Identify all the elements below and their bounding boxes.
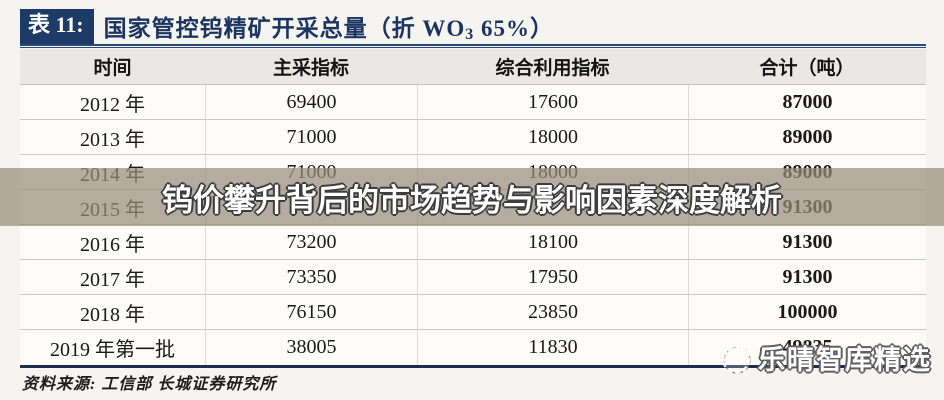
cell-comprehensive: 17950 [417,260,688,294]
cell-comprehensive: 17600 [417,85,688,119]
cell-main: 38005 [205,330,417,365]
cell-main: 69400 [205,85,417,119]
headline-banner: 钨价攀升背后的市场趋势与影响因素深度解析 [0,168,944,226]
cell-total: 91300 [688,260,926,294]
table-row: 2013 年 71000 18000 89000 [20,120,926,155]
table-row: 2012 年 69400 17600 87000 [20,85,926,120]
header-total: 合计（吨） [759,58,855,79]
cell-time: 2016 年 [80,233,145,256]
table-title-text: 国家管控钨精矿开采总量（折 WO3 65%） [104,9,554,44]
watermark-logo-icon [720,343,751,374]
table-title-tail: 65%） [474,16,555,41]
header-main: 主采指标 [272,58,349,79]
cell-comprehensive: 11830 [417,330,688,365]
cell-total: 91300 [688,225,926,259]
cell-total: 87000 [688,85,926,119]
table-bottom-border [20,365,926,368]
table-row: 2017 年 73350 17950 91300 [20,260,926,295]
watermark-text: 乐晴智库精选 [758,344,932,376]
headline-text: 钨价攀升背后的市场趋势与影响因素深度解析 [162,182,782,219]
table-row: 2019 年第一批 38005 11830 49835 [20,330,926,365]
cell-main: 71000 [205,120,417,154]
table-header-row: 时间 主采指标 综合利用指标 合计（吨） [20,49,926,85]
cell-main: 73350 [205,260,417,294]
header-comprehensive: 综合利用指标 [495,58,610,79]
watermark: 乐晴智库精选 [712,336,932,378]
cell-comprehensive: 18100 [417,225,688,259]
header-time: 时间 [93,58,132,79]
cell-time: 2017 年 [80,268,145,291]
cell-main: 73200 [205,225,417,259]
cell-total: 89000 [688,120,926,154]
table-title: 表 11: 国家管控钨精矿开采总量（折 WO3 65%） [20,8,554,45]
cell-time: 2019 年第一批 [50,339,175,361]
table-title-main: 国家管控钨精矿开采总量（折 WO [103,16,466,41]
cell-main: 76150 [205,295,417,329]
table-title-subscript: 3 [465,26,475,43]
source-note: 资料来源: 工信部 长城证券研究所 [22,376,277,393]
cell-total: 49835 [688,330,926,365]
cell-comprehensive: 23850 [417,295,688,329]
cell-comprehensive: 18000 [417,120,688,154]
cell-time: 2012 年 [80,93,145,116]
table-row: 2018 年 76150 23850 100000 [20,295,926,330]
table-number-tag: 表 11: [20,9,94,44]
title-divider [20,44,926,48]
table-row: 2016 年 73200 18100 91300 [20,225,926,260]
cell-time: 2013 年 [80,128,145,151]
cell-time: 2018 年 [80,303,145,326]
cell-total: 100000 [688,295,926,329]
